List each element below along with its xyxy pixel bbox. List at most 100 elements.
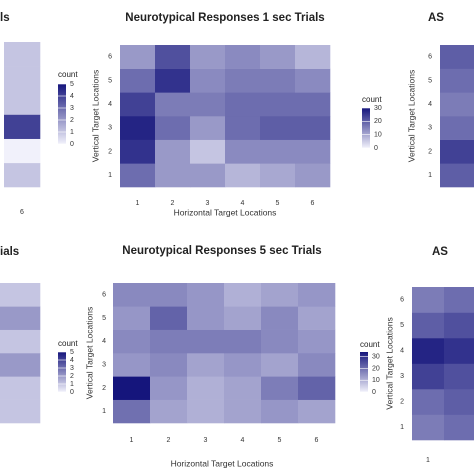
heatmap-cell: [187, 353, 225, 377]
y-tick-label: 4: [428, 101, 432, 108]
legend-tick-label: 0: [372, 389, 376, 396]
heatmap-cell: [190, 45, 226, 69]
heatmap-cell: [120, 92, 156, 117]
x-tick-label: 1: [130, 437, 134, 444]
legend-tick-label: 4: [70, 357, 74, 364]
heatmap-cell: [187, 399, 225, 424]
y-tick-label: 2: [428, 148, 432, 155]
heatmap-cell: [120, 139, 156, 164]
heatmap-panel: ls 6 count 0 1 2 3 4 5: [0, 12, 78, 216]
colorbar: [360, 352, 368, 392]
heatmap-cell: [298, 376, 336, 400]
x-tick-label: 3: [204, 437, 208, 444]
heatmap-cell: [190, 116, 226, 140]
legend-tick-label: 30: [372, 354, 380, 361]
y-axis-label: Vertical Target Locations: [90, 70, 100, 162]
x-tick-label: 1: [136, 200, 140, 207]
y-tick-label: 6: [428, 54, 432, 61]
heatmap-cell: [224, 329, 262, 354]
heatmap-cell: [440, 163, 474, 188]
heatmap-cell: [444, 363, 474, 390]
heatmap-cell: [187, 306, 225, 330]
y-tick-label: 3: [428, 125, 432, 132]
y-tick-label: 3: [108, 125, 112, 132]
heatmap-cell: [187, 329, 225, 354]
y-axis-label: Vertical Target Locations: [406, 70, 416, 162]
y-tick-label: 3: [102, 362, 106, 369]
heatmap-cell: [444, 389, 474, 415]
heatmap-cell: [4, 138, 41, 164]
y-tick-label: 4: [400, 348, 404, 355]
heatmap-cell: [0, 306, 41, 330]
heatmap-cell: [120, 45, 156, 69]
x-axis-label: Horizontal Target Locations: [174, 207, 277, 217]
x-tick-label: 3: [206, 200, 210, 207]
heatmap-cell: [225, 45, 261, 69]
chart-title: AS: [432, 246, 448, 258]
heatmap-cell: [187, 283, 225, 307]
heatmap-cell: [298, 353, 336, 377]
heatmap-cell: [155, 92, 191, 117]
heatmap-cell: [260, 116, 296, 140]
chart-title: Neurotypical Responses 5 sec Trials: [122, 245, 321, 257]
heatmap-cell: [412, 363, 445, 390]
heatmap-cell: [150, 376, 188, 400]
y-tick-label: 4: [108, 101, 112, 108]
heatmap-cell: [295, 45, 331, 69]
heatmap-cell: [4, 162, 41, 188]
x-tick-label: 2: [171, 200, 175, 207]
heatmap-cell: [225, 116, 261, 140]
heatmap-cell: [225, 68, 261, 93]
chart-title: ials: [0, 246, 19, 258]
heatmap-cell: [412, 389, 445, 415]
heatmap-cell: [224, 376, 262, 400]
heatmap-cell: [261, 376, 299, 400]
legend-title: count: [362, 95, 382, 104]
heatmap-cell: [298, 283, 336, 307]
y-axis-label: Vertical Target Locations: [84, 307, 94, 399]
heatmap-panel: Neurotypical Responses 1 sec Trials 1 2 3 4 5…: [90, 12, 382, 217]
heatmap-cell: [261, 353, 299, 377]
heatmap-cell: [295, 68, 331, 93]
x-tick-label: 5: [278, 437, 282, 444]
y-tick-label: 6: [102, 292, 106, 299]
heatmap-cell: [260, 92, 296, 117]
heatmap-cell: [260, 45, 296, 69]
y-tick-label: 5: [102, 315, 106, 322]
heatmap-cell: [187, 376, 225, 400]
heatmap-panel: AS 1 2 3 4 5 6 Vertical Target Locations: [406, 12, 474, 188]
heatmap-cell: [260, 163, 296, 188]
heatmap-cell: [4, 42, 41, 67]
legend-tick-label: 3: [70, 105, 74, 112]
heatmap-cell: [444, 338, 474, 364]
y-tick-label: 6: [108, 54, 112, 61]
heatmap-cell: [113, 376, 151, 400]
heatmap-cell: [155, 116, 191, 140]
legend-tick-label: 4: [70, 93, 74, 100]
heatmap-cell: [444, 287, 474, 313]
x-tick-label: 1: [426, 457, 430, 464]
heatmap-cell: [190, 68, 226, 93]
heatmap-cell: [150, 306, 188, 330]
heatmap-cell: [113, 306, 151, 330]
heatmap-cell: [412, 312, 445, 339]
x-tick-label: 5: [276, 200, 280, 207]
heatmap-cell: [298, 306, 336, 330]
heatmap-cell: [225, 92, 261, 117]
heatmap-cell: [0, 353, 41, 377]
heatmap-cell: [260, 68, 296, 93]
legend-tick-label: 20: [372, 365, 380, 372]
heatmap-cell: [155, 163, 191, 188]
x-tick-label: 6: [315, 437, 319, 444]
heatmap-cell: [155, 68, 191, 93]
y-tick-label: 5: [400, 322, 404, 329]
heatmap-cell: [225, 139, 261, 164]
heatmap-cell: [224, 353, 262, 377]
legend-tick-label: 0: [70, 141, 74, 148]
heatmap-cell: [0, 329, 41, 354]
heatmap-cell: [120, 68, 156, 93]
legend-tick-label: 1: [70, 381, 74, 388]
x-tick-label: 4: [241, 200, 245, 207]
colorbar: [58, 84, 66, 144]
